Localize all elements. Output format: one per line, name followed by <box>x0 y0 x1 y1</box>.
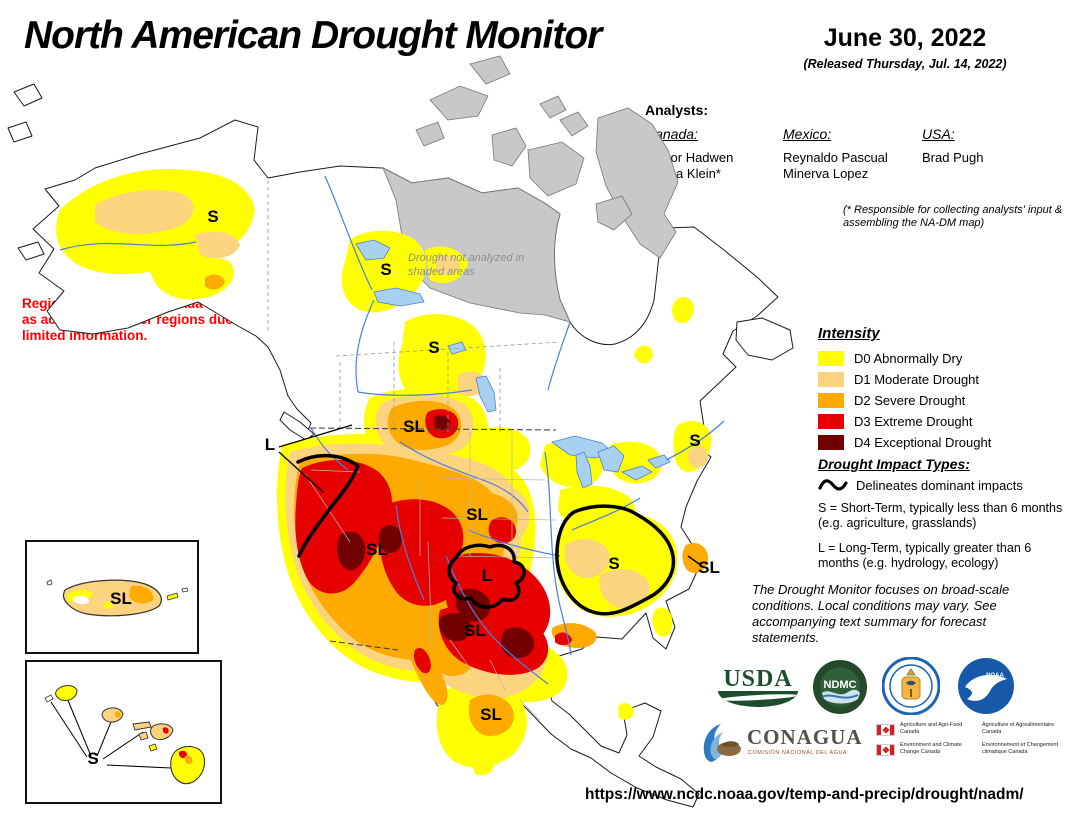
source-url: https://www.ncdc.noaa.gov/temp-and-preci… <box>585 786 1024 803</box>
not-analyzed-note: Drought not analyzed in shaded areas <box>408 252 525 278</box>
impact-types-section: Drought Impact Types: Delineates dominan… <box>818 456 1066 581</box>
analyst-name: Minerva Lopez <box>783 166 869 181</box>
legend-item-d0: D0 Abnormally Dry <box>818 348 1063 369</box>
canada-flag-icon <box>876 724 895 736</box>
legend-label: D0 Abnormally Dry <box>854 351 963 366</box>
ndmc-logo: NDMC <box>812 659 868 720</box>
analysts-footnote: (* Responsible for collecting analysts' … <box>843 204 1063 229</box>
short-term-definition: S = Short-Term, typically less than 6 mo… <box>818 501 1063 530</box>
ndmc-logo-text: NDMC <box>824 679 857 691</box>
conagua-logo-text: CONAGUA <box>747 725 863 749</box>
state-borders <box>304 432 559 721</box>
legend-label: D3 Extreme Drought <box>854 414 973 429</box>
usda-logo: USDA <box>716 666 800 707</box>
legend-label: D2 Severe Drought <box>854 393 966 408</box>
puerto-rico-map <box>46 579 189 617</box>
canada-agency-name-fr: Environnement et Changement climatique C… <box>982 742 1059 755</box>
conagua-logo: CONAGUA COMISIÓN NACIONAL DEL AGUA <box>699 716 869 771</box>
legend-swatch-d2 <box>818 393 844 408</box>
canada-agency-row: Agriculture and Agri-Food Canada Agricult… <box>876 722 1062 736</box>
analyst-name: Brad Pugh <box>922 150 984 165</box>
hawaii-map <box>44 685 206 785</box>
legend-items: D0 Abnormally Dry D1 Moderate Drought D2 S… <box>818 348 1063 453</box>
legend-heading: Intensity <box>818 325 880 342</box>
lakes <box>355 239 671 489</box>
legend-label: D4 Exceptional Drought <box>854 435 992 450</box>
intensity-legend: Intensity D0 Abnormally Dry D1 Moderate D… <box>818 325 1063 453</box>
analyst-region-label: USA: <box>922 126 955 142</box>
legend-swatch-d1 <box>818 372 844 387</box>
legend-item-d3: D3 Extreme Drought <box>818 411 1063 432</box>
canada-agency-name-en: Environment and Climate Change Canada <box>900 742 962 755</box>
smn-mexico-seal <box>881 656 941 720</box>
label-pointer-lines <box>278 424 703 567</box>
impact-outlines <box>296 453 676 616</box>
canada-agency-name-fr: Agriculture et Agroalimentaire Canada <box>982 722 1055 735</box>
analyst-group-usa: USA: Brad Pugh <box>922 126 1032 182</box>
noaa-logo-text: NOAA <box>986 673 1004 679</box>
analysts-heading: Analysts: <box>645 102 709 118</box>
national-borders <box>309 427 557 651</box>
puerto-rico-inset <box>25 540 199 654</box>
usda-swoosh <box>718 691 798 707</box>
noaa-logo: NOAA <box>957 657 1015 720</box>
date-block: June 30, 2022 (Released Thursday, Jul. 1… <box>790 24 1020 71</box>
legend-label: D1 Moderate Drought <box>854 372 980 387</box>
province-borders <box>267 180 561 432</box>
analyst-group-mexico: Mexico: Reynaldo Pascual Minerva Lopez <box>783 126 922 182</box>
release-date: (Released Thursday, Jul. 14, 2022) <box>803 57 1007 71</box>
canada-agencies-logos: Agriculture and Agri-Food Canada Agricult… <box>876 722 1062 762</box>
focus-statement: The Drought Monitor focuses on broad-sca… <box>752 582 1010 645</box>
impact-line-icon <box>818 479 848 491</box>
impact-types-heading: Drought Impact Types: <box>818 456 970 472</box>
delineates-label: Delineates dominant impacts <box>856 477 1023 493</box>
legend-swatch-d0 <box>818 351 844 366</box>
legend-item-d4: D4 Exceptional Drought <box>818 432 1063 453</box>
long-term-definition: L = Long-Term, typically greater than 6 … <box>818 541 1032 570</box>
usda-logo-text: USDA <box>723 666 793 692</box>
canada-agency-row: Environment and Climate Change Canada Env… <box>876 742 1062 756</box>
conagua-logo-subtitle: COMISIÓN NACIONAL DEL AGUA <box>748 749 847 756</box>
canada-agency-name-en: Agriculture and Agri-Food Canada <box>900 722 963 735</box>
hawaii-inset <box>25 660 222 804</box>
analyst-name: Reynaldo Pascual <box>783 150 888 165</box>
legend-swatch-d4 <box>818 435 844 450</box>
analyst-region-label: Mexico: <box>783 126 832 142</box>
page-title: North American Drought Monitor <box>24 14 602 57</box>
legend-item-d2: D2 Severe Drought <box>818 390 1063 411</box>
not-analyzed-region <box>382 55 679 323</box>
map-date: June 30, 2022 <box>823 24 987 52</box>
legend-item-d1: D1 Moderate Drought <box>818 369 1063 390</box>
canada-flag-icon <box>876 744 895 756</box>
legend-swatch-d3 <box>818 414 844 429</box>
